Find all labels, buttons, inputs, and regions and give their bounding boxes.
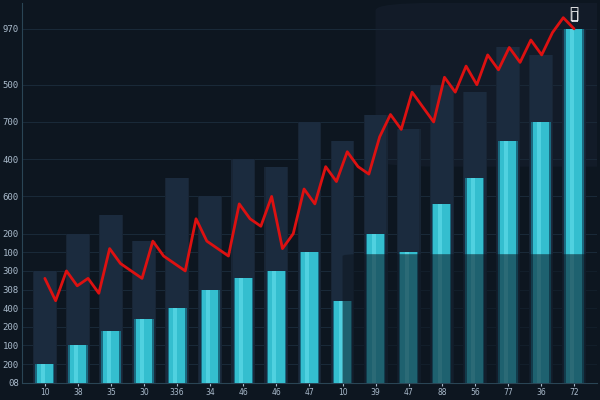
Bar <box>103 330 119 383</box>
Bar <box>467 178 483 383</box>
Bar <box>265 167 288 383</box>
Bar <box>532 122 551 383</box>
Text: ⛽: ⛽ <box>569 6 578 21</box>
Bar <box>33 271 57 383</box>
Bar <box>570 29 574 383</box>
Bar <box>331 140 355 383</box>
Bar <box>300 252 319 383</box>
Bar <box>496 48 520 383</box>
Bar <box>465 178 484 383</box>
Bar <box>334 301 351 383</box>
Bar <box>499 140 518 383</box>
Bar <box>464 92 485 383</box>
Bar <box>267 271 286 383</box>
Bar <box>333 301 352 383</box>
Bar <box>338 301 343 383</box>
FancyBboxPatch shape <box>376 3 600 167</box>
Bar <box>132 241 156 383</box>
Bar <box>101 330 121 383</box>
Bar <box>166 178 188 383</box>
Bar <box>566 29 583 383</box>
Bar <box>272 271 277 383</box>
Bar <box>268 271 284 383</box>
Bar <box>74 346 78 383</box>
Bar <box>299 122 320 383</box>
Bar <box>305 252 310 383</box>
Bar <box>67 234 89 383</box>
Bar <box>298 122 322 383</box>
Bar <box>41 364 45 383</box>
Bar <box>99 215 123 383</box>
Bar <box>140 319 144 383</box>
Bar <box>70 346 86 383</box>
Bar <box>431 85 452 383</box>
Bar <box>34 271 56 383</box>
Bar <box>530 55 552 383</box>
Bar <box>107 330 111 383</box>
Bar <box>364 114 388 383</box>
Bar <box>68 346 88 383</box>
Bar <box>433 204 450 383</box>
Bar <box>471 178 475 383</box>
Bar <box>463 92 487 383</box>
Bar <box>432 204 451 383</box>
Bar <box>133 241 155 383</box>
Bar <box>563 29 585 383</box>
Bar <box>206 290 210 383</box>
Bar <box>239 278 243 383</box>
Bar <box>136 319 152 383</box>
Bar <box>134 319 154 383</box>
Bar <box>199 196 221 383</box>
Bar <box>399 252 418 383</box>
Bar <box>332 140 353 383</box>
Bar <box>405 252 409 383</box>
Bar <box>234 278 253 383</box>
Bar <box>400 252 417 383</box>
Bar <box>366 234 385 383</box>
Bar <box>301 252 318 383</box>
Bar <box>173 308 177 383</box>
Bar <box>533 122 549 383</box>
Bar <box>199 196 222 383</box>
Bar <box>497 48 518 383</box>
Bar <box>397 130 421 383</box>
Bar <box>167 308 187 383</box>
Bar <box>233 159 254 383</box>
Bar <box>398 130 419 383</box>
Bar <box>504 140 508 383</box>
Text: 🔌: 🔌 <box>571 10 578 23</box>
Bar <box>235 278 251 383</box>
Bar <box>165 178 189 383</box>
Bar <box>266 167 287 383</box>
Bar <box>35 364 55 383</box>
Bar <box>37 364 53 383</box>
Bar <box>232 159 255 383</box>
Bar <box>371 234 376 383</box>
Bar <box>202 290 218 383</box>
Bar <box>365 114 386 383</box>
Bar <box>529 55 553 383</box>
Bar <box>367 234 384 383</box>
Bar <box>500 140 516 383</box>
Bar <box>430 85 454 383</box>
Bar <box>562 29 586 383</box>
Bar <box>200 290 220 383</box>
Bar <box>438 204 442 383</box>
Bar <box>100 215 122 383</box>
Bar <box>565 29 584 383</box>
Bar <box>66 234 90 383</box>
FancyBboxPatch shape <box>343 254 600 388</box>
Bar <box>537 122 541 383</box>
Bar <box>169 308 185 383</box>
